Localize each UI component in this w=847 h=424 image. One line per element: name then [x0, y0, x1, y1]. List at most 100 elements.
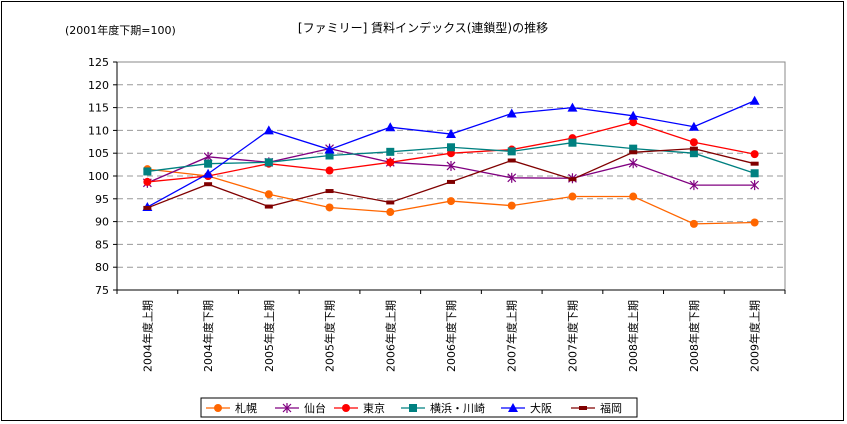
marker-circle	[568, 192, 577, 201]
marker-triangle	[385, 122, 396, 132]
y-tick-label: 125	[88, 56, 109, 69]
marker-circle	[264, 190, 273, 199]
x-tick-label: 2008年度下期	[687, 300, 701, 372]
marker-circle	[386, 158, 395, 167]
marker-triangle	[688, 121, 699, 131]
y-tick-label: 80	[95, 261, 109, 274]
y-tick-label: 100	[88, 170, 109, 183]
y-tick-label: 85	[95, 238, 109, 251]
marker-dash	[325, 189, 334, 194]
chart-subtitle: (2001年度下期=100)	[65, 23, 176, 37]
legend-label: 横浜・川崎	[430, 401, 485, 415]
marker-circle	[342, 404, 350, 412]
x-tick-label: 2007年度下期	[565, 300, 579, 372]
marker-dash	[447, 179, 455, 184]
marker-triangle	[263, 125, 274, 135]
marker-square	[409, 404, 417, 412]
marker-square	[629, 144, 638, 153]
marker-dash	[689, 146, 698, 151]
marker-dash	[264, 204, 273, 209]
y-tick-label: 115	[88, 102, 109, 115]
marker-triangle	[749, 95, 760, 105]
marker-square	[750, 169, 759, 178]
marker-circle	[214, 404, 222, 412]
marker-square	[204, 159, 213, 168]
marker-square	[264, 158, 273, 167]
marker-circle	[629, 192, 638, 201]
marker-dash	[629, 150, 638, 155]
legend-item: 大阪	[501, 401, 552, 415]
y-tick-label: 120	[88, 79, 109, 92]
marker-triangle	[508, 403, 518, 412]
marker-circle	[689, 138, 698, 147]
series-福岡	[143, 146, 759, 210]
marker-square	[386, 147, 395, 156]
y-tick-label: 105	[88, 147, 109, 160]
x-tick-label: 2004年度上期	[140, 300, 154, 372]
y-tick-label: 110	[88, 124, 109, 137]
marker-circle	[750, 150, 759, 159]
marker-dash	[386, 200, 395, 205]
marker-star	[628, 158, 638, 169]
marker-square	[447, 143, 455, 152]
x-tick-label: 2006年度上期	[383, 300, 397, 372]
marker-star	[507, 172, 517, 183]
marker-circle	[447, 197, 455, 206]
marker-square	[143, 167, 152, 176]
legend-label: 福岡	[600, 401, 622, 415]
marker-circle	[507, 201, 516, 210]
marker-circle	[325, 203, 334, 212]
marker-star	[689, 180, 699, 191]
legend-item: 福岡	[571, 401, 622, 415]
y-tick-label: 90	[95, 216, 109, 229]
marker-triangle	[324, 144, 335, 154]
x-tick-label: 2006年度下期	[444, 300, 458, 372]
marker-dash	[750, 161, 759, 166]
legend-item: 横浜・川崎	[401, 401, 485, 415]
legend-label: 札幌	[235, 401, 257, 415]
marker-dash	[568, 177, 577, 182]
marker-dash	[143, 205, 152, 210]
marker-circle	[629, 118, 638, 127]
marker-triangle	[567, 102, 578, 112]
legend-label: 仙台	[304, 401, 326, 415]
marker-dash	[507, 158, 516, 163]
marker-circle	[143, 177, 152, 186]
x-tick-label: 2007年度上期	[505, 300, 519, 372]
marker-square	[689, 149, 698, 158]
legend-label: 大阪	[530, 401, 552, 415]
marker-dash	[579, 406, 587, 410]
marker-circle	[689, 219, 698, 228]
marker-star	[750, 180, 760, 191]
marker-circle	[386, 208, 395, 217]
marker-square	[325, 151, 334, 160]
legend-item: 仙台	[275, 401, 326, 415]
marker-circle	[750, 218, 759, 227]
marker-square	[507, 147, 516, 156]
x-tick-label: 2004年度下期	[201, 300, 215, 372]
marker-triangle	[628, 110, 639, 120]
chart-title: [ファミリー] 賃料インデックス(連鎖型)の推移	[298, 20, 548, 35]
y-tick-label: 75	[95, 284, 109, 297]
marker-star	[446, 160, 456, 171]
marker-triangle	[446, 129, 456, 139]
y-tick-label: 95	[95, 193, 109, 206]
marker-triangle	[203, 168, 214, 178]
x-tick-label: 2005年度下期	[323, 300, 337, 372]
marker-square	[568, 138, 577, 147]
x-tick-label: 2008年度上期	[626, 300, 640, 372]
legend-item: 東京	[334, 401, 385, 415]
legend-item: 札幌	[206, 401, 257, 415]
marker-star	[282, 403, 292, 413]
marker-triangle	[506, 108, 517, 118]
x-tick-label: 2005年度上期	[262, 300, 276, 372]
legend-label: 東京	[363, 401, 385, 415]
series-横浜・川崎	[143, 138, 759, 178]
marker-circle	[325, 166, 334, 175]
marker-dash	[204, 182, 213, 187]
x-tick-label: 2009年度上期	[748, 300, 762, 372]
series-line	[147, 168, 755, 225]
